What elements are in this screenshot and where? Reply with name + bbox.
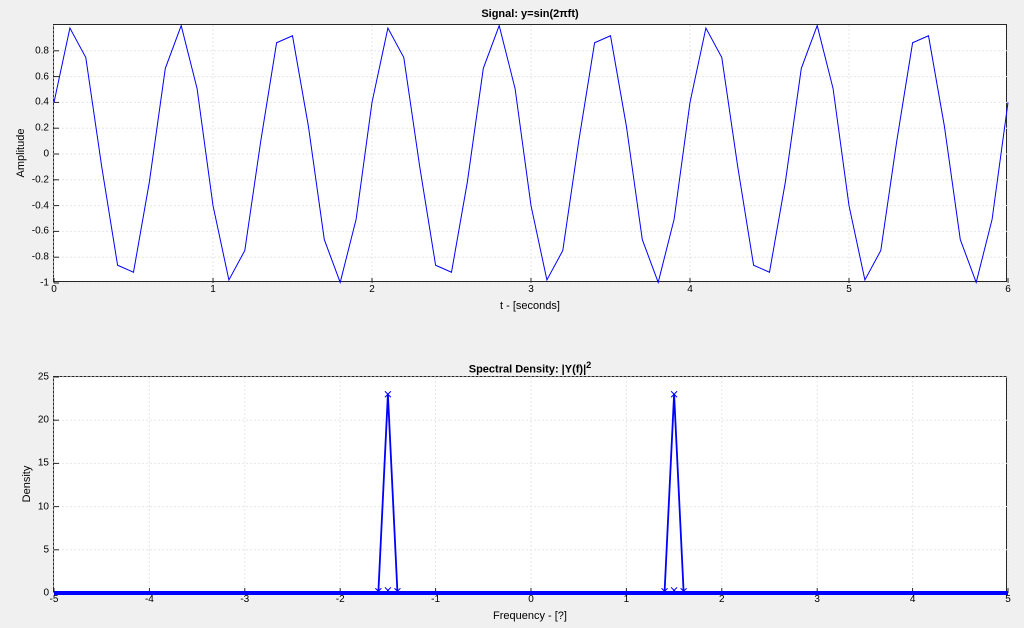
chart2-title: Spectral Density: |Y(f)|2 bbox=[53, 360, 1007, 376]
ytick-label: 25 bbox=[38, 372, 49, 383]
xtick-label: 0 bbox=[51, 284, 57, 295]
chart1-title: Signal: y=sin(2πft) bbox=[53, 8, 1007, 20]
ytick-label: -1 bbox=[40, 278, 49, 289]
chart2-canvas bbox=[54, 377, 1006, 591]
xtick-label: -3 bbox=[240, 594, 249, 605]
ytick-label: 0 bbox=[43, 149, 49, 160]
xtick-label: -1 bbox=[431, 594, 440, 605]
xtick-label: 3 bbox=[814, 594, 820, 605]
chart2-xlabel: Frequency - [?] bbox=[53, 610, 1007, 622]
xtick-label: 3 bbox=[528, 284, 534, 295]
ytick-label: 20 bbox=[38, 415, 49, 426]
ytick-label: 0.8 bbox=[35, 45, 49, 56]
xtick-label: 2 bbox=[369, 284, 375, 295]
figure: Signal: y=sin(2πft) 0123456-1-0.8-0.6-0.… bbox=[0, 0, 1024, 628]
chart1-ylabel: Amplitude bbox=[15, 123, 27, 183]
chart2-title-text: Spectral Density: |Y(f)| bbox=[469, 364, 586, 376]
ytick-label: 15 bbox=[38, 458, 49, 469]
xtick-label: 2 bbox=[719, 594, 725, 605]
xtick-label: -2 bbox=[336, 594, 345, 605]
chart2-axes: -5-4-3-2-10123450510152025 bbox=[53, 376, 1007, 592]
ytick-label: -0.2 bbox=[32, 174, 49, 185]
chart2-title-sup: 2 bbox=[586, 360, 591, 370]
ytick-label: -0.4 bbox=[32, 200, 49, 211]
chart2-ylabel: Density bbox=[21, 464, 33, 504]
xtick-label: 4 bbox=[687, 284, 693, 295]
xtick-label: -5 bbox=[50, 594, 59, 605]
ytick-label: 0.4 bbox=[35, 97, 49, 108]
chart1-axes: 0123456-1-0.8-0.6-0.4-0.200.20.40.60.8 bbox=[53, 24, 1007, 282]
chart1-xlabel: t - [seconds] bbox=[53, 300, 1007, 312]
xtick-label: 0 bbox=[528, 594, 534, 605]
xtick-label: 5 bbox=[1005, 594, 1011, 605]
ytick-label: 0 bbox=[43, 588, 49, 599]
xtick-label: 1 bbox=[624, 594, 630, 605]
xtick-label: 5 bbox=[846, 284, 852, 295]
ytick-label: -0.6 bbox=[32, 226, 49, 237]
xtick-label: 6 bbox=[1005, 284, 1011, 295]
ytick-label: -0.8 bbox=[32, 252, 49, 263]
ytick-label: 10 bbox=[38, 501, 49, 512]
xtick-label: -4 bbox=[145, 594, 154, 605]
xtick-label: 4 bbox=[910, 594, 916, 605]
ytick-label: 5 bbox=[43, 544, 49, 555]
xtick-label: 1 bbox=[210, 284, 216, 295]
ytick-label: 0.6 bbox=[35, 71, 49, 82]
ytick-label: 0.2 bbox=[35, 123, 49, 134]
chart1-canvas bbox=[54, 25, 1006, 281]
